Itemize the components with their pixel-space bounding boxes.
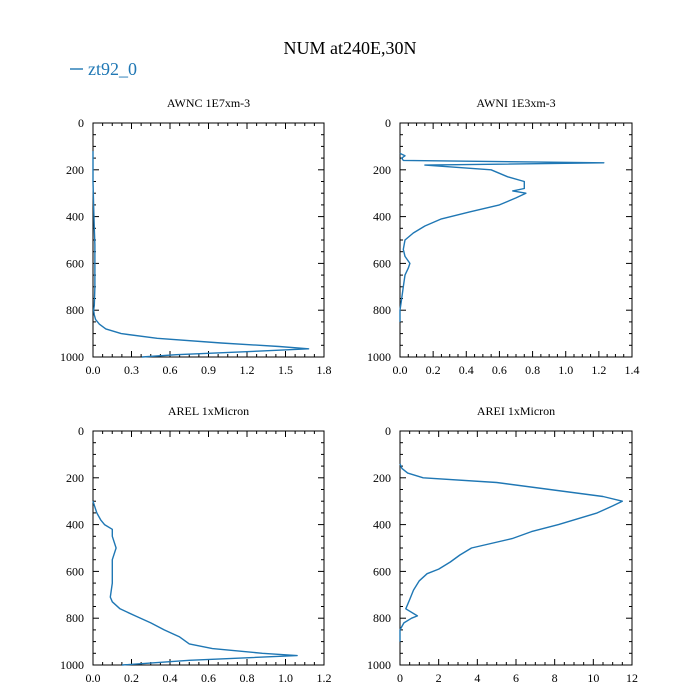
y-tick-label: 1000 <box>60 350 84 364</box>
x-tick-label: 0.0 <box>86 671 101 685</box>
x-tick-label: 0.9 <box>201 363 216 377</box>
y-tick-label: 600 <box>66 564 84 578</box>
y-tick-label: 400 <box>373 210 391 224</box>
y-tick-label: 200 <box>373 471 391 485</box>
y-tick-label: 0 <box>385 116 391 130</box>
y-tick-label: 1000 <box>60 658 84 672</box>
panels: AWNC 1E7xm-30.0 0.3 0.6 0.9 1.2 1.5 1.80200400… <box>60 96 640 685</box>
x-tick-label: 1.2 <box>240 363 255 377</box>
x-tick-label: 2 <box>436 671 442 685</box>
x-tick-label: 0.0 <box>393 363 408 377</box>
x-tick-label: 1.8 <box>317 363 332 377</box>
x-tick-label: 0 <box>397 671 403 685</box>
y-tick-label: 800 <box>66 611 84 625</box>
x-tick-label: 1.0 <box>278 671 293 685</box>
y-tick-label: 800 <box>66 303 84 317</box>
x-tick-label: 1.0 <box>558 363 573 377</box>
x-tick-label: 1.4 <box>625 363 640 377</box>
chart-panel-1: AWNC 1E7xm-3 0.0 0.3 0.6 0.9 1.2 1.5 1.8 0 200 400… <box>60 96 332 377</box>
panel-title: AREI 1xMicron <box>477 404 555 418</box>
x-tick-label: 0.6 <box>163 363 178 377</box>
y-tick-label: 0 <box>385 424 391 438</box>
legend-label: zt92_0 <box>88 59 137 79</box>
x-tick-label: 0.3 <box>124 363 139 377</box>
x-tick-label: 0.2 <box>426 363 441 377</box>
chart-panel-4: AREI 1xMicron 0 2 4 6 8 10 12 0 200 400 600 800 1000 <box>367 404 638 685</box>
figure-title: NUM at240E,30N <box>284 38 417 58</box>
x-tick-label: 8 <box>552 671 558 685</box>
panel-title: AREL 1xMicron <box>168 404 249 418</box>
x-tick-label: 0.4 <box>459 363 474 377</box>
series-line-zt92_0 <box>92 151 310 358</box>
x-tick-label: 0.2 <box>124 671 139 685</box>
y-tick-label: 400 <box>66 518 84 532</box>
chart-panel-2: AWNI 1E3xm-3 0.0 0.2 0.4 0.6 0.8 1.0 1.2 1.4 0 200… <box>367 96 640 377</box>
x-tick-label: 1.5 <box>278 363 293 377</box>
series-line-zt92_0 <box>92 500 298 666</box>
x-tick-label: 0.0 <box>86 363 101 377</box>
y-tick-label: 400 <box>66 210 84 224</box>
chart-panel-3: AREL 1xMicron 0.0 0.2 0.4 0.6 0.8 1.0 1.2 0 200 40… <box>60 404 332 685</box>
plot-frame <box>92 430 325 666</box>
x-tick-label: 0.4 <box>163 671 178 685</box>
y-tick-label: 0 <box>78 424 84 438</box>
panel-title: AWNI 1E3xm-3 <box>476 96 555 110</box>
x-tick-label: 12 <box>626 671 638 685</box>
plot-frame <box>399 122 633 358</box>
x-tick-label: 0.6 <box>492 363 507 377</box>
y-tick-label: 1000 <box>367 658 391 672</box>
y-tick-label: 400 <box>373 518 391 532</box>
y-tick-label: 0 <box>78 116 84 130</box>
y-tick-label: 600 <box>373 256 391 270</box>
y-tick-label: 1000 <box>367 350 391 364</box>
y-tick-label: 600 <box>66 256 84 270</box>
plot-frame <box>92 122 325 358</box>
y-tick-label: 200 <box>373 163 391 177</box>
y-tick-label: 200 <box>66 163 84 177</box>
series-line-zt92_0 <box>399 152 605 322</box>
x-tick-label: 0.8 <box>525 363 540 377</box>
x-tick-label: 6 <box>513 671 519 685</box>
y-tick-label: 600 <box>373 564 391 578</box>
y-tick-label: 800 <box>373 303 391 317</box>
series-line-zt92_0 <box>399 463 623 642</box>
x-tick-label: 1.2 <box>317 671 332 685</box>
x-tick-label: 1.2 <box>591 363 606 377</box>
y-tick-label: 200 <box>66 471 84 485</box>
x-tick-label: 4 <box>474 671 480 685</box>
x-tick-label: 0.8 <box>240 671 255 685</box>
plot-frame <box>399 430 633 666</box>
x-tick-label: 10 <box>587 671 599 685</box>
x-tick-label: 0.6 <box>201 671 216 685</box>
y-tick-label: 800 <box>373 611 391 625</box>
legend: zt92_0 <box>70 59 137 79</box>
panel-title: AWNC 1E7xm-3 <box>167 96 250 110</box>
